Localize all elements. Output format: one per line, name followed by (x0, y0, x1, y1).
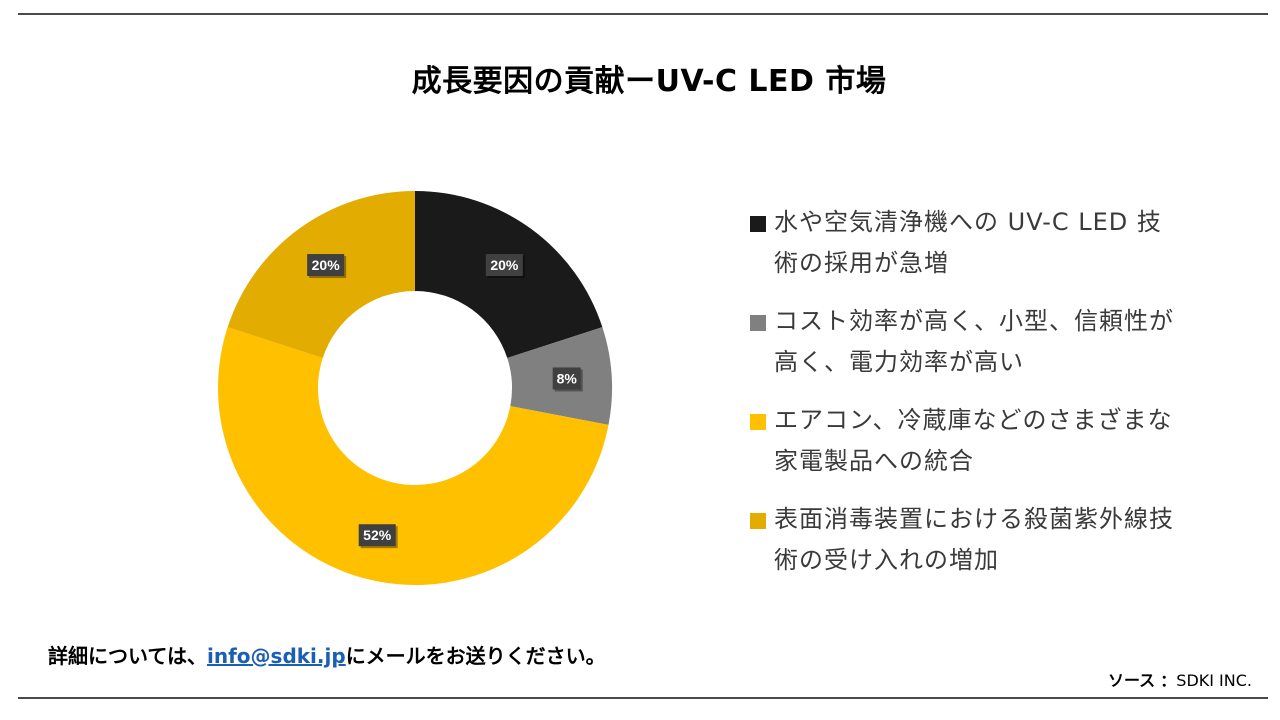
legend-label-3-line-1: エアコン、冷蔵庫などのさまざまな (774, 406, 1173, 434)
legend-item-4: 表面消毒装置における殺菌紫外線技 術の受け入れの増加 (748, 499, 1228, 581)
legend-label-2: コスト効率が高く、小型、信頼性が 高く、電力効率が高い (774, 301, 1228, 383)
legend-label-2-line-1: コスト効率が高く、小型、信頼性が (774, 307, 1174, 335)
data-label-2: 8% (552, 367, 583, 392)
legend-label-4-line-1: 表面消毒装置における殺菌紫外線技 (774, 505, 1174, 533)
source-label: ソース (1107, 671, 1156, 690)
contact-note: 詳細については、info@sdki.jpにメールをお送りください。 (48, 640, 606, 669)
donut-chart: 20% 8% 52% 20% (217, 191, 613, 586)
email-link[interactable]: info@sdki.jp (207, 644, 346, 668)
top-rule (18, 13, 1268, 15)
data-label-text-4: 20% (312, 257, 341, 273)
legend-label-1-line-1: 水や空気清浄機への UV-C LED 技 (774, 208, 1162, 236)
legend-label-4-line-2: 術の受け入れの増加 (774, 546, 999, 574)
data-label-text-3: 52% (363, 527, 392, 543)
data-label-3: 52% (358, 524, 398, 549)
data-label-4: 20% (307, 254, 347, 279)
contact-note-suffix: にメールをお送りください。 (345, 644, 606, 668)
legend-swatch-1 (750, 216, 766, 232)
chart-title: 成長要因の貢献ーUV-C LED 市場 (411, 64, 887, 99)
legend-swatch-3 (750, 414, 766, 430)
legend: 水や空気清浄機への UV-C LED 技 術の採用が急増 コスト効率が高く、小型… (748, 202, 1228, 598)
legend-swatch-4 (750, 513, 766, 529)
source-credit: ソース ：SDKI INC. (1108, 667, 1252, 691)
legend-label-3: エアコン、冷蔵庫などのさまざまな 家電製品への統合 (774, 400, 1228, 482)
legend-swatch-2 (750, 315, 766, 331)
data-label-1: 20% (485, 254, 525, 279)
contact-note-prefix: 詳細については、 (48, 644, 207, 668)
donut-slice-3 (217, 327, 609, 586)
source-value: SDKI INC. (1176, 671, 1252, 690)
legend-label-2-line-2: 高く、電力効率が高い (774, 348, 1024, 376)
legend-item-3: エアコン、冷蔵庫などのさまざまな 家電製品への統合 (748, 400, 1228, 482)
legend-label-4: 表面消毒装置における殺菌紫外線技 術の受け入れの増加 (774, 499, 1228, 581)
data-label-text-2: 8% (557, 370, 578, 386)
bottom-rule (18, 697, 1268, 699)
source-colon: ： (1160, 671, 1177, 690)
legend-item-1: 水や空気清浄機への UV-C LED 技 術の採用が急増 (748, 202, 1228, 284)
legend-label-1-line-2: 術の採用が急増 (774, 249, 949, 277)
legend-item-2: コスト効率が高く、小型、信頼性が 高く、電力効率が高い (748, 301, 1228, 383)
legend-label-1: 水や空気清浄機への UV-C LED 技 術の採用が急増 (774, 202, 1228, 284)
legend-label-3-line-2: 家電製品への統合 (774, 447, 974, 475)
data-label-text-1: 20% (490, 257, 519, 273)
